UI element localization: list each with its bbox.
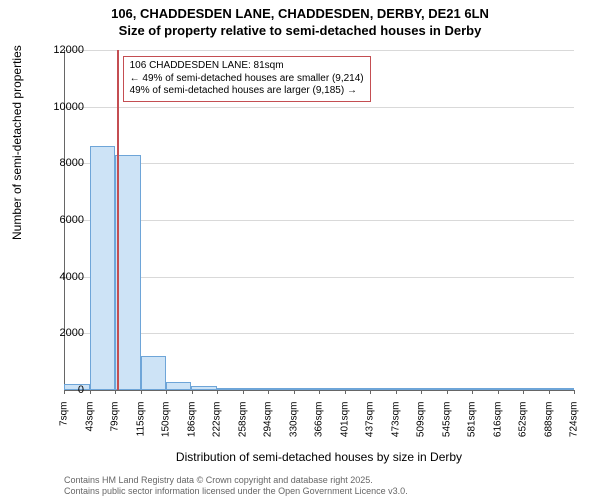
y-tick-label: 10000 bbox=[53, 101, 84, 113]
histogram-bar bbox=[395, 388, 421, 390]
x-tick-label: 222sqm bbox=[212, 402, 223, 442]
histogram-bar bbox=[370, 388, 396, 390]
x-tick-label: 581sqm bbox=[467, 402, 478, 442]
y-tick-label: 2000 bbox=[60, 327, 84, 339]
x-tick-label: 545sqm bbox=[441, 402, 452, 442]
histogram-bar bbox=[90, 146, 116, 390]
x-tick-label: 652sqm bbox=[518, 402, 529, 442]
plot-region: 106 CHADDESDEN LANE: 81sqm← 49% of semi-… bbox=[64, 50, 574, 430]
x-tick-mark bbox=[90, 390, 91, 394]
gridline bbox=[64, 50, 574, 51]
x-tick-label: 437sqm bbox=[365, 402, 376, 442]
x-tick-label: 115sqm bbox=[135, 402, 146, 442]
x-tick-mark bbox=[447, 390, 448, 394]
histogram-bar bbox=[268, 388, 294, 390]
histogram-bar bbox=[344, 388, 370, 390]
property-marker-line bbox=[117, 50, 119, 390]
histogram-bar bbox=[166, 382, 192, 391]
histogram-bar bbox=[447, 388, 473, 390]
x-tick-mark bbox=[345, 390, 346, 394]
y-tick-label: 6000 bbox=[60, 214, 84, 226]
x-tick-label: 330sqm bbox=[288, 402, 299, 442]
histogram-bar bbox=[523, 388, 549, 390]
histogram-bar bbox=[548, 388, 574, 390]
x-tick-mark bbox=[574, 390, 575, 394]
x-tick-label: 186sqm bbox=[186, 402, 197, 442]
x-tick-mark bbox=[64, 390, 65, 394]
x-tick-label: 616sqm bbox=[492, 402, 503, 442]
gridline bbox=[64, 107, 574, 108]
histogram-bar bbox=[294, 388, 320, 390]
x-tick-label: 7sqm bbox=[59, 402, 70, 442]
y-axis-label: Number of semi-detached properties bbox=[10, 45, 24, 240]
x-tick-mark bbox=[549, 390, 550, 394]
x-tick-mark bbox=[217, 390, 218, 394]
x-tick-label: 509sqm bbox=[416, 402, 427, 442]
histogram-bar bbox=[243, 388, 269, 390]
x-tick-label: 366sqm bbox=[314, 402, 325, 442]
histogram-bar bbox=[64, 384, 90, 390]
x-tick-mark bbox=[166, 390, 167, 394]
histogram-bar bbox=[141, 356, 166, 390]
x-tick-label: 258sqm bbox=[237, 402, 248, 442]
histogram-bar bbox=[421, 388, 447, 390]
x-tick-mark bbox=[268, 390, 269, 394]
x-tick-label: 401sqm bbox=[339, 402, 350, 442]
y-tick-label: 4000 bbox=[60, 271, 84, 283]
annotation-line1: 106 CHADDESDEN LANE: 81sqm bbox=[130, 60, 364, 73]
title-line2: Size of property relative to semi-detach… bbox=[0, 23, 600, 40]
x-tick-label: 473sqm bbox=[390, 402, 401, 442]
x-tick-label: 688sqm bbox=[543, 402, 554, 442]
x-tick-mark bbox=[421, 390, 422, 394]
histogram-bar bbox=[217, 388, 243, 390]
chart-container: 106, CHADDESDEN LANE, CHADDESDEN, DERBY,… bbox=[0, 0, 600, 500]
x-tick-mark bbox=[294, 390, 295, 394]
x-tick-mark bbox=[370, 390, 371, 394]
x-tick-label: 79sqm bbox=[110, 402, 121, 442]
footer-line2: Contains public sector information licen… bbox=[64, 486, 408, 497]
x-tick-mark bbox=[472, 390, 473, 394]
histogram-bar bbox=[497, 388, 523, 390]
chart-area: 106 CHADDESDEN LANE: 81sqm← 49% of semi-… bbox=[64, 50, 574, 430]
x-tick-mark bbox=[141, 390, 142, 394]
x-axis-label: Distribution of semi-detached houses by … bbox=[64, 450, 574, 464]
x-tick-mark bbox=[243, 390, 244, 394]
x-tick-label: 724sqm bbox=[569, 402, 580, 442]
annotation-line3: 49% of semi-detached houses are larger (… bbox=[130, 85, 364, 98]
x-tick-mark bbox=[396, 390, 397, 394]
histogram-bar bbox=[191, 386, 217, 390]
title-line1: 106, CHADDESDEN LANE, CHADDESDEN, DERBY,… bbox=[0, 6, 600, 23]
footer-attribution: Contains HM Land Registry data © Crown c… bbox=[64, 475, 408, 497]
x-tick-mark bbox=[498, 390, 499, 394]
x-tick-label: 294sqm bbox=[263, 402, 274, 442]
x-tick-mark bbox=[523, 390, 524, 394]
footer-line1: Contains HM Land Registry data © Crown c… bbox=[64, 475, 408, 486]
x-tick-mark bbox=[319, 390, 320, 394]
annotation-line2: ← 49% of semi-detached houses are smalle… bbox=[130, 73, 364, 86]
histogram-bar bbox=[115, 155, 141, 390]
x-tick-mark bbox=[115, 390, 116, 394]
chart-title: 106, CHADDESDEN LANE, CHADDESDEN, DERBY,… bbox=[0, 0, 600, 40]
x-tick-label: 150sqm bbox=[161, 402, 172, 442]
annotation-box: 106 CHADDESDEN LANE: 81sqm← 49% of semi-… bbox=[123, 56, 371, 102]
histogram-bar bbox=[472, 388, 497, 390]
y-tick-label: 8000 bbox=[60, 157, 84, 169]
x-tick-label: 43sqm bbox=[84, 402, 95, 442]
y-tick-label: 0 bbox=[78, 384, 84, 396]
x-tick-mark bbox=[192, 390, 193, 394]
y-tick-label: 12000 bbox=[53, 44, 84, 56]
histogram-bar bbox=[319, 388, 344, 390]
